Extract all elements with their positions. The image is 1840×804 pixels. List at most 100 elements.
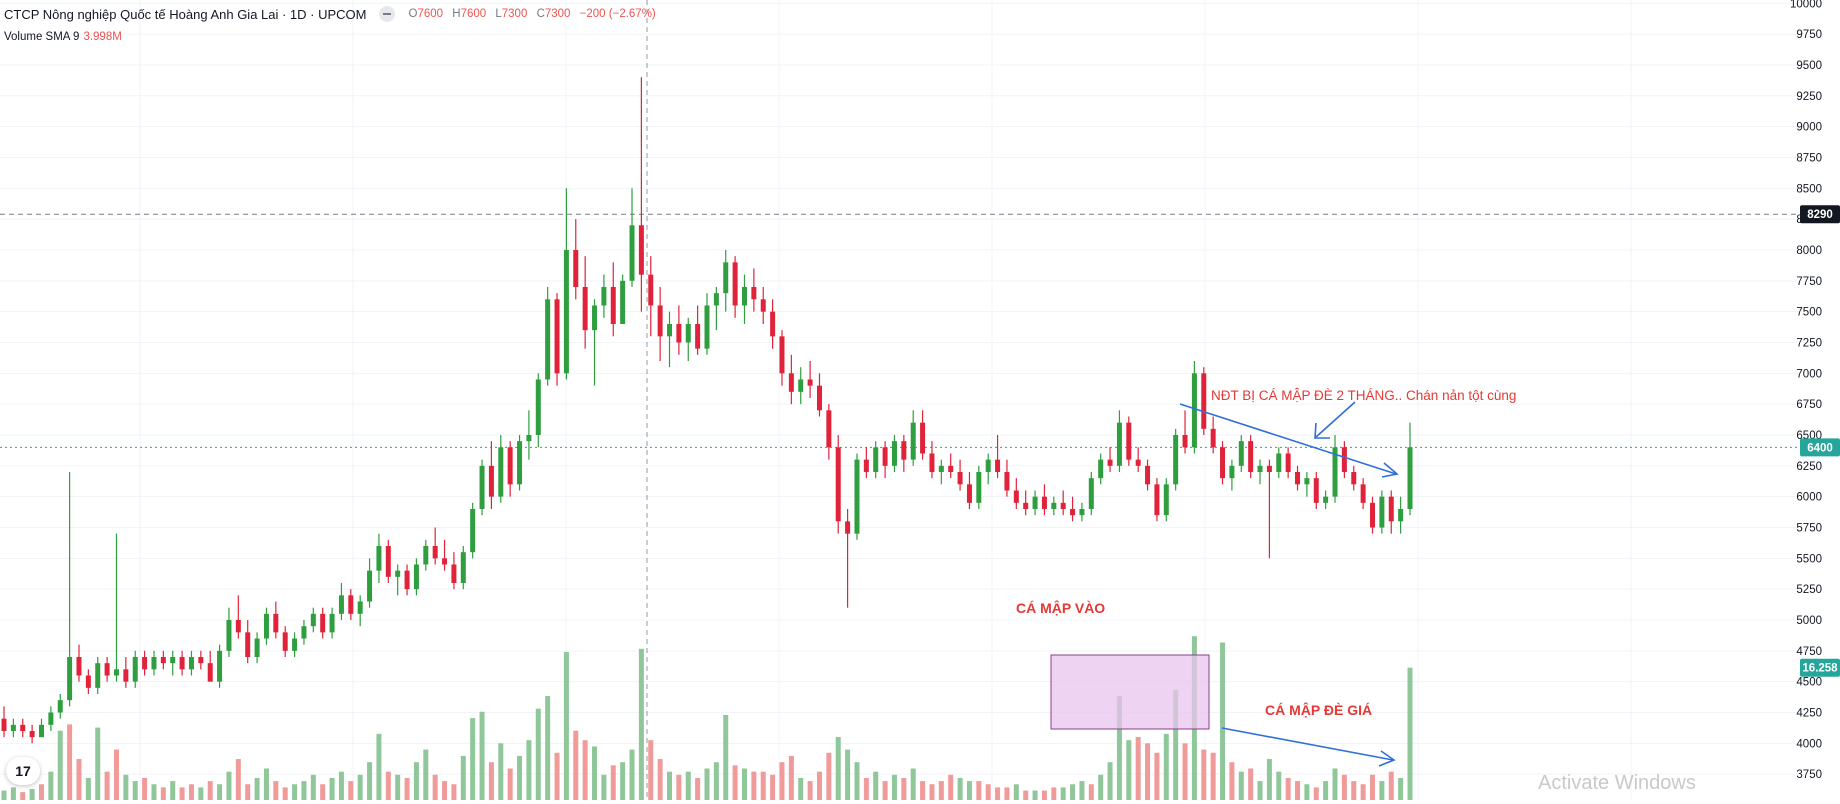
- volume-bar[interactable]: [770, 774, 776, 800]
- volume-bar[interactable]: [713, 762, 719, 800]
- volume-bar[interactable]: [592, 746, 598, 800]
- candle[interactable]: [310, 607, 316, 633]
- candle[interactable]: [732, 256, 738, 318]
- candle[interactable]: [667, 311, 673, 368]
- candle[interactable]: [657, 286, 663, 361]
- candle[interactable]: [338, 582, 344, 620]
- candle[interactable]: [207, 650, 213, 682]
- candle[interactable]: [1004, 459, 1010, 497]
- candle[interactable]: [929, 441, 935, 479]
- volume-bar[interactable]: [113, 749, 119, 800]
- candle[interactable]: [1126, 416, 1132, 466]
- volume-bar[interactable]: [920, 781, 926, 800]
- volume-bar[interactable]: [320, 784, 326, 800]
- candle[interactable]: [507, 441, 513, 497]
- candle[interactable]: [601, 274, 607, 318]
- candle[interactable]: [85, 669, 91, 695]
- candle[interactable]: [863, 447, 869, 479]
- candle[interactable]: [1145, 459, 1151, 491]
- candle[interactable]: [273, 601, 279, 639]
- volume-bar[interactable]: [1313, 787, 1319, 800]
- volume-bar[interactable]: [976, 781, 982, 800]
- candle[interactable]: [301, 620, 307, 645]
- volume-bar[interactable]: [1285, 777, 1291, 800]
- candle[interactable]: [104, 657, 110, 682]
- volume-bar[interactable]: [217, 784, 223, 800]
- candle[interactable]: [966, 471, 972, 509]
- volume-bar[interactable]: [845, 749, 851, 800]
- candle[interactable]: [948, 453, 954, 479]
- volume-bar[interactable]: [563, 651, 569, 800]
- candle[interactable]: [67, 471, 73, 707]
- volume-bar[interactable]: [1398, 777, 1404, 800]
- candle[interactable]: [985, 453, 991, 485]
- candle[interactable]: [479, 459, 485, 516]
- candle[interactable]: [770, 299, 776, 349]
- volume-bar[interactable]: [367, 762, 373, 800]
- volume-bar[interactable]: [1323, 781, 1329, 800]
- volume-bar[interactable]: [1135, 737, 1141, 800]
- volume-bar[interactable]: [1351, 781, 1357, 800]
- volume-bar[interactable]: [357, 774, 363, 800]
- volume-bar[interactable]: [310, 774, 316, 800]
- candle[interactable]: [1051, 496, 1057, 516]
- candle[interactable]: [882, 441, 888, 479]
- candle[interactable]: [723, 249, 729, 312]
- volume-bar[interactable]: [76, 759, 82, 800]
- candle[interactable]: [385, 539, 391, 583]
- volume-bar[interactable]: [1295, 781, 1301, 800]
- candle[interactable]: [348, 589, 354, 620]
- volume-bar[interactable]: [348, 781, 354, 800]
- volume-bar[interactable]: [329, 777, 335, 800]
- volume-bar[interactable]: [788, 755, 794, 800]
- volume-bar[interactable]: [423, 749, 429, 800]
- volume-bar[interactable]: [29, 788, 35, 800]
- volume-bar[interactable]: [816, 771, 822, 800]
- candle[interactable]: [1182, 410, 1188, 454]
- volume-bar[interactable]: [517, 755, 523, 800]
- volume-bar[interactable]: [901, 777, 907, 800]
- candle[interactable]: [1041, 484, 1047, 516]
- volume-bar[interactable]: [873, 771, 879, 800]
- candle[interactable]: [1191, 360, 1197, 454]
- volume-bar[interactable]: [188, 784, 194, 800]
- candle[interactable]: [1285, 447, 1291, 479]
- candle[interactable]: [1070, 496, 1076, 522]
- candle[interactable]: [329, 607, 335, 639]
- volume-bar[interactable]: [1145, 743, 1151, 800]
- candle[interactable]: [1210, 416, 1216, 454]
- volume-bar[interactable]: [413, 762, 419, 800]
- candle[interactable]: [132, 650, 138, 688]
- candle[interactable]: [526, 410, 532, 460]
- volume-bar[interactable]: [104, 771, 110, 800]
- volume-bar[interactable]: [1360, 784, 1366, 800]
- volume-bar[interactable]: [460, 755, 466, 800]
- volume-bar[interactable]: [1041, 790, 1047, 800]
- candle[interactable]: [807, 360, 813, 398]
- volume-bar[interactable]: [1163, 733, 1169, 800]
- candle[interactable]: [873, 441, 879, 479]
- volume-bar[interactable]: [1266, 759, 1272, 800]
- candle[interactable]: [713, 286, 719, 331]
- candle[interactable]: [357, 595, 363, 627]
- symbol-title[interactable]: CTCP Nông nghiệp Quốc tế Hoàng Anh Gia L…: [4, 6, 367, 22]
- volume-bar[interactable]: [151, 784, 157, 800]
- volume-bar[interactable]: [1107, 762, 1113, 800]
- candle[interactable]: [20, 718, 26, 738]
- volume-bar[interactable]: [48, 771, 54, 800]
- volume-bar[interactable]: [338, 771, 344, 800]
- candle[interactable]: [798, 367, 804, 405]
- volume-bar[interactable]: [1013, 784, 1019, 800]
- candle[interactable]: [1201, 367, 1207, 435]
- candle[interactable]: [1379, 490, 1385, 534]
- candle[interactable]: [1323, 490, 1329, 509]
- candle[interactable]: [226, 607, 232, 658]
- candle[interactable]: [29, 724, 35, 744]
- candle[interactable]: [554, 293, 560, 386]
- candle[interactable]: [142, 650, 148, 676]
- candle[interactable]: [1370, 496, 1376, 534]
- volume-bar[interactable]: [1201, 749, 1207, 800]
- volume-bar[interactable]: [985, 784, 991, 800]
- volume-bar[interactable]: [1023, 790, 1029, 800]
- volume-bar[interactable]: [1116, 696, 1122, 800]
